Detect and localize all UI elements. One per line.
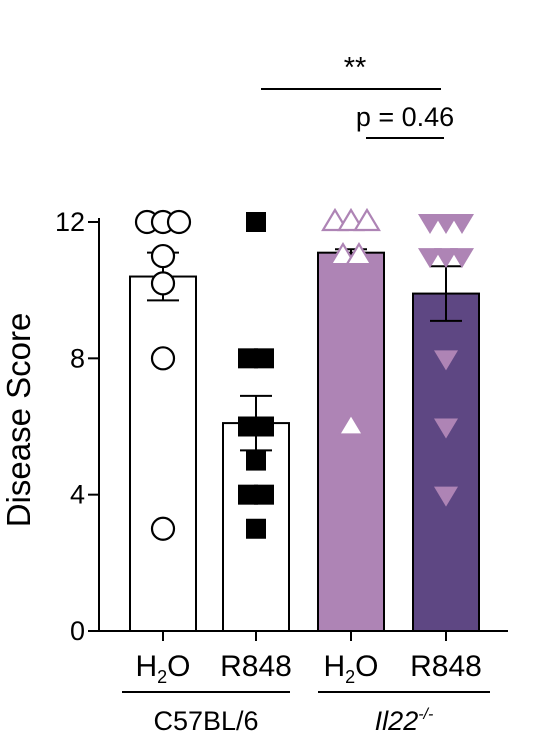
group-label-superscript: -/- bbox=[418, 706, 433, 723]
data-point bbox=[254, 484, 274, 505]
bars bbox=[129, 251, 480, 633]
significance-annotations: ** p = 0.46 bbox=[261, 52, 454, 139]
group-label-text: C57BL/6 bbox=[153, 706, 258, 736]
bar bbox=[412, 292, 480, 632]
data-point bbox=[345, 241, 373, 266]
data-point bbox=[150, 516, 176, 541]
data-point bbox=[337, 412, 365, 436]
data-point bbox=[450, 214, 474, 234]
category-label-subscript: 2 bbox=[345, 667, 355, 687]
data-point bbox=[434, 248, 458, 269]
bar bbox=[129, 275, 197, 632]
data-point bbox=[434, 350, 458, 371]
category-label: R848 bbox=[410, 650, 482, 683]
category-label: H2O bbox=[135, 650, 190, 687]
data-point bbox=[150, 271, 176, 296]
data-point bbox=[150, 346, 176, 371]
category-label: H2O bbox=[323, 650, 378, 687]
data-point bbox=[246, 450, 266, 471]
bar bbox=[317, 251, 385, 633]
category-label: R848 bbox=[220, 650, 292, 683]
data-point bbox=[246, 212, 266, 232]
data-point bbox=[238, 348, 258, 369]
category-label-text: H bbox=[323, 650, 345, 683]
y-tick-label: 12 bbox=[55, 207, 85, 237]
category-label-subscript: 2 bbox=[157, 667, 167, 687]
group-label: Il22-/- bbox=[375, 706, 434, 736]
group-label-text: Il22 bbox=[375, 706, 419, 736]
data-point bbox=[246, 518, 266, 539]
category-label-text: O bbox=[355, 650, 378, 683]
significance-label: p = 0.46 bbox=[356, 102, 454, 132]
data-point bbox=[353, 207, 381, 232]
data-point bbox=[418, 214, 442, 234]
data-point bbox=[254, 348, 274, 369]
data-point bbox=[238, 416, 258, 437]
data-point bbox=[166, 209, 192, 235]
y-axis-label: Disease Score bbox=[0, 313, 37, 528]
category-label-text: R848 bbox=[410, 650, 482, 683]
category-label-text: O bbox=[167, 650, 190, 683]
data-point bbox=[254, 416, 274, 437]
data-points bbox=[134, 207, 474, 541]
y-tick-label: 0 bbox=[70, 616, 85, 646]
y-tick-label: 4 bbox=[70, 480, 85, 510]
y-tick-label: 8 bbox=[70, 343, 85, 373]
data-point bbox=[238, 484, 258, 505]
category-label-text: R848 bbox=[220, 650, 292, 683]
group-label: C57BL/6 bbox=[153, 706, 258, 736]
data-point bbox=[450, 248, 474, 269]
data-point bbox=[434, 214, 458, 234]
data-point bbox=[418, 248, 442, 269]
category-label-text: H bbox=[135, 650, 157, 683]
data-point bbox=[150, 243, 176, 269]
data-point bbox=[434, 418, 458, 439]
data-point bbox=[434, 486, 458, 507]
significance-label: ** bbox=[344, 52, 367, 84]
